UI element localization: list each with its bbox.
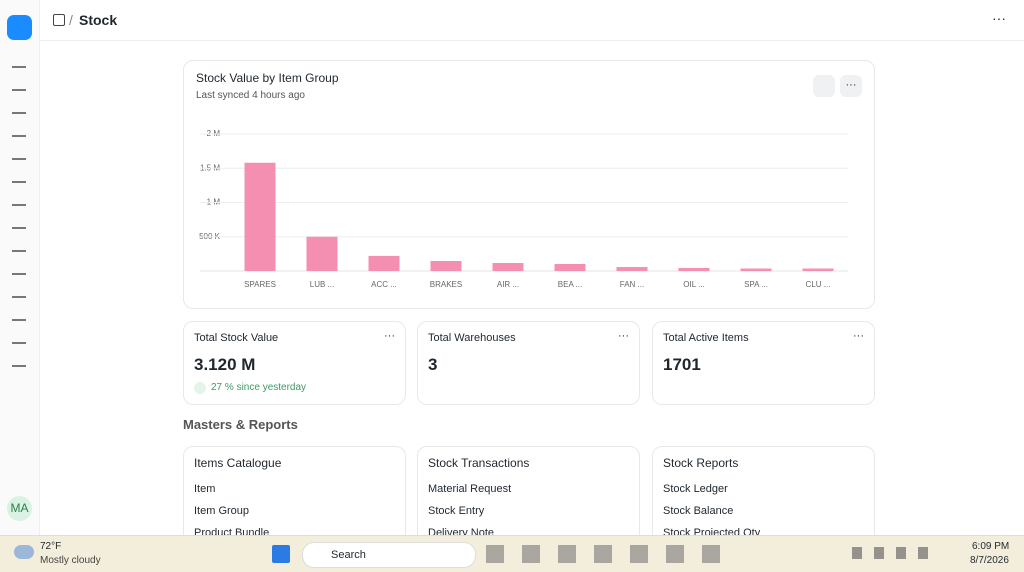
link-card: Items Catalogue Item Item Group Product Bun…	[183, 446, 406, 535]
avatar[interactable]: MA	[7, 496, 32, 521]
date[interactable]: 8/7/2026	[970, 555, 1009, 566]
card-link[interactable]: Stock Entry	[428, 505, 485, 517]
kpi-menu[interactable]: ···	[384, 330, 395, 342]
chart-title: Stock Value by Item Group	[196, 71, 339, 85]
more-button[interactable]: ···	[840, 75, 862, 97]
search-box[interactable]: Search	[302, 542, 476, 568]
card-link[interactable]: Material Request	[428, 483, 512, 495]
chart-subtitle: Last synced 4 hours ago	[196, 90, 305, 101]
kpi-menu[interactable]: ···	[618, 330, 629, 342]
card-title: Stock Reports	[663, 456, 739, 470]
card-title: Stock Transactions	[428, 456, 530, 470]
weather[interactable]: Mostly cloudy	[40, 555, 101, 566]
kpi-value: 1701	[663, 355, 701, 374]
kpi-menu[interactable]: ···	[853, 330, 864, 342]
kpi-card: Total Active Items ··· 1701	[652, 321, 875, 405]
header: / Stock ···	[40, 0, 1024, 41]
card-link[interactable]: Delivery Note	[428, 527, 495, 535]
card-title: Items Catalogue	[194, 456, 282, 470]
nav-icons	[12, 62, 26, 372]
separator: /	[69, 12, 73, 28]
sidebar: MA	[0, 0, 40, 535]
start-button[interactable]	[272, 545, 290, 563]
kpi-label: Total Active Items	[663, 332, 749, 344]
link-card: Stock Reports Stock Ledger Stock Balance St…	[652, 446, 875, 535]
card-link[interactable]: Product Bundle	[194, 527, 270, 535]
home-icon[interactable]	[53, 14, 65, 26]
kpi-change: 27 % since yesterday	[211, 382, 307, 393]
tray-icons	[852, 547, 940, 559]
breadcrumb[interactable]: Stock	[79, 12, 118, 28]
search-label: Search	[331, 549, 366, 561]
kpi-label: Total Stock Value	[194, 332, 279, 344]
temperature[interactable]: 72°F	[40, 541, 62, 552]
card-link[interactable]: Item	[194, 483, 216, 495]
change-icon	[194, 382, 206, 394]
menu[interactable]: ···	[992, 10, 1006, 26]
kpi-card: Total Stock Value ··· 3.120 M 27 % since ye…	[183, 321, 406, 405]
cards-area: Items Catalogue Item Item Group Product Bun…	[183, 446, 875, 535]
card-link[interactable]: Stock Projected Qty	[663, 527, 761, 535]
app-logo[interactable]	[7, 15, 32, 40]
weather-icon	[14, 545, 34, 559]
filter-button[interactable]	[813, 75, 835, 97]
kpi-label: Total Warehouses	[428, 332, 516, 344]
time[interactable]: 6:09 PM	[972, 541, 1010, 552]
chart-card: Stock Value by Item Group Last synced 4 …	[183, 60, 875, 309]
card-link[interactable]: Item Group	[194, 505, 250, 517]
link-card: Stock Transactions Material Request Stock …	[417, 446, 640, 535]
app-icons	[486, 545, 722, 563]
kpi-value: 3	[428, 355, 438, 374]
section-title: Masters & Reports	[183, 417, 298, 432]
kpi-card: Total Warehouses ··· 3	[417, 321, 640, 405]
taskbar: 72°F Mostly cloudy Search 6:09 PM 8/7/20…	[0, 535, 1024, 572]
card-link[interactable]: Stock Balance	[663, 505, 734, 517]
card-link[interactable]: Stock Ledger	[663, 483, 728, 495]
kpi-value: 3.120 M	[194, 355, 256, 374]
